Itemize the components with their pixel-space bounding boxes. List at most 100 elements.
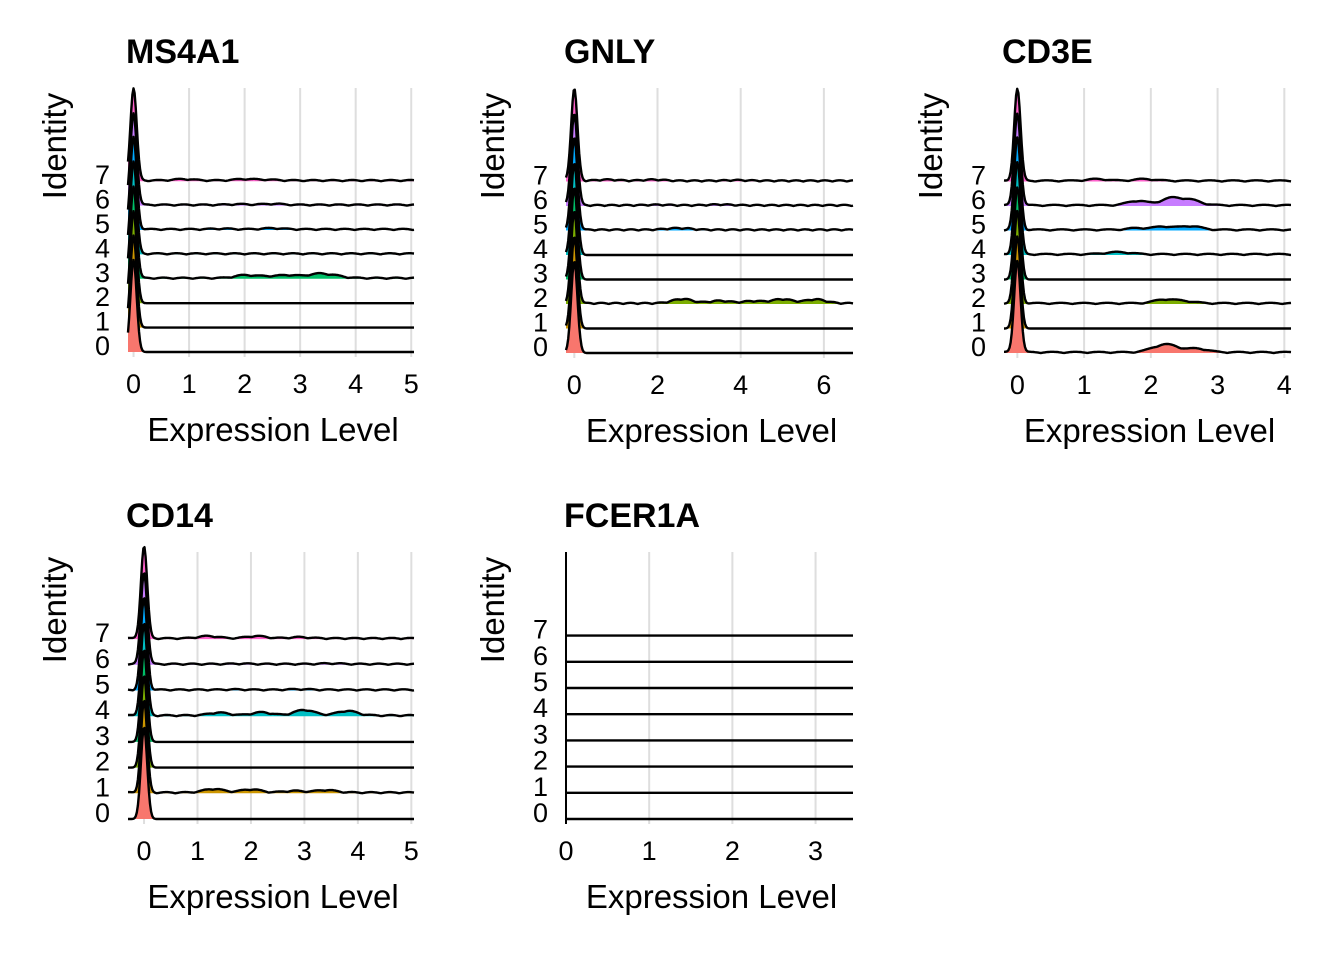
ridge-fill-5 [128,136,414,230]
ridge-line-1 [126,234,415,329]
y-axis-label: Identity [36,556,73,663]
x-tick-label: 0 [126,369,141,399]
y-tick-label: 0 [95,798,110,828]
y-tick-label: 1 [971,308,986,338]
ridge-line-6 [126,112,415,207]
y-tick-label: 5 [533,210,548,240]
x-tick-label: 2 [237,369,252,399]
y-tick-label: 1 [533,772,548,802]
y-tick-label: 4 [95,233,110,263]
y-tick-label: 1 [533,308,548,338]
ridge-line-3 [127,649,415,744]
ridge-line-2 [564,211,854,306]
ridge-line-4 [1003,161,1292,257]
ridge-line-0 [564,261,854,355]
x-tick-label: 2 [650,370,665,400]
y-axis-label: Identity [474,556,511,663]
y-tick-label: 4 [533,693,548,723]
x-tick-label: 4 [733,370,748,400]
ridge-fill-2 [566,212,853,304]
ridge-fill-1 [1004,236,1291,329]
y-tick-label: 3 [533,719,548,749]
ridge-line-3 [126,185,415,280]
ridge-line-1 [564,236,854,330]
y-tick-label: 3 [95,721,110,751]
x-tick-label: 3 [1210,370,1225,400]
x-tick-label: 4 [350,836,365,866]
ridge-line-3 [564,187,854,281]
ridge-line-7 [126,87,415,183]
x-tick-label: 5 [404,836,419,866]
ridge-fill-5 [566,138,853,231]
y-tick-label: 5 [95,209,110,239]
x-tick-label: 5 [404,369,419,399]
ridge-line-0 [1003,259,1292,355]
y-tick-label: 2 [971,283,986,313]
ridge-line-4 [127,623,415,718]
x-tick-label: 2 [725,836,740,866]
y-tick-label: 7 [95,618,110,648]
ridge-fill-3 [566,188,853,280]
y-axis-label: Identity [912,92,949,199]
ridge-line-4 [126,160,415,256]
y-axis-label: Identity [36,92,73,199]
y-tick-label: 4 [95,695,110,725]
y-tick-label: 7 [533,161,548,191]
y-tick-label: 3 [95,258,110,288]
x-axis-label: Expression Level [147,878,398,915]
panel-title: GNLY [564,33,656,71]
ridge-fill-1 [128,235,414,328]
ridge-line-2 [126,210,415,305]
x-tick-label: 1 [1077,370,1092,400]
y-axis-label: Identity [474,92,511,199]
x-tick-label: 6 [816,370,831,400]
y-tick-label: 2 [95,282,110,312]
y-tick-label: 0 [95,331,110,361]
y-tick-label: 1 [95,307,110,337]
ridge-line-7 [564,88,854,183]
x-tick-label: 3 [297,836,312,866]
panel-title: CD14 [126,497,213,535]
y-tick-label: 3 [971,259,986,289]
ridge-fill-6 [566,115,853,206]
ridge-fill-0 [566,262,853,353]
y-tick-label: 7 [533,615,548,645]
ridge-fill-4 [1004,162,1291,255]
ridge-line-1 [1003,235,1292,330]
ridge-fill-4 [566,164,853,255]
ridge-line-7 [1003,87,1292,183]
y-tick-label: 2 [95,747,110,777]
ridge-fill-0 [1004,261,1291,353]
y-tick-label: 2 [533,283,548,313]
ridge-line-5 [1003,136,1292,232]
panel-title: MS4A1 [126,33,239,71]
x-tick-label: 2 [243,836,258,866]
ridge-line-6 [1003,112,1292,208]
y-tick-label: 6 [971,185,986,215]
x-axis-label: Expression Level [586,412,837,449]
ridge-fill-6 [128,113,414,206]
ridge-line-6 [127,572,415,666]
x-tick-label: 3 [808,836,823,866]
y-tick-label: 6 [533,641,548,671]
ridge-line-5 [564,137,854,232]
ridge-line-0 [126,258,415,354]
ridge-line-1 [127,700,415,795]
x-axis-label: Expression Level [1024,412,1275,449]
ridge-fill-1 [566,237,853,329]
x-tick-label: 1 [190,836,205,866]
x-tick-label: 3 [293,369,308,399]
ridge-fill-0 [128,260,414,352]
x-tick-label: 0 [558,836,573,866]
ridge-line-2 [1003,209,1292,306]
panel-title: CD3E [1002,33,1093,71]
ridge-fill-6 [1004,113,1291,206]
y-tick-label: 7 [95,160,110,190]
x-tick-label: 0 [567,370,582,400]
